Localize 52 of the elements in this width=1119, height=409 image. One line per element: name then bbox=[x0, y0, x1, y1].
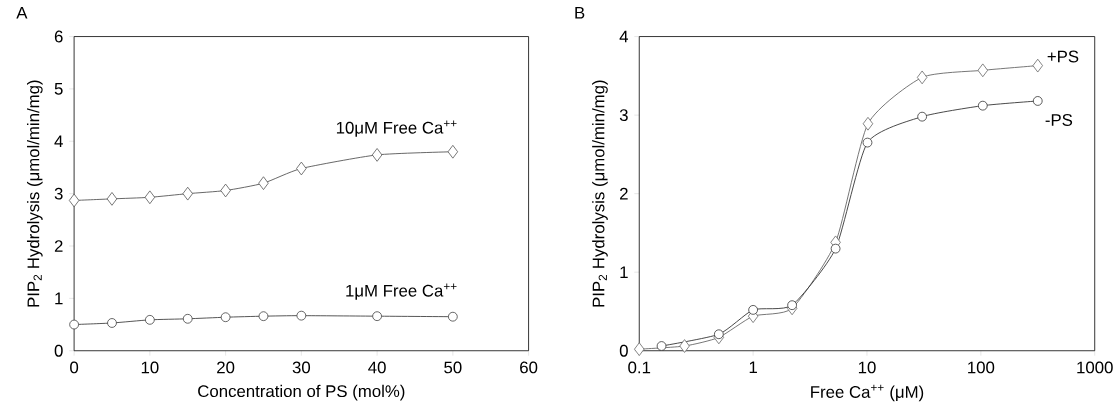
x-tick-label: 1000 bbox=[1077, 361, 1113, 374]
x-tick-label: 30 bbox=[292, 361, 311, 374]
x-tick-label: 0 bbox=[70, 361, 79, 374]
y-tick-label: 1 bbox=[55, 292, 63, 305]
y-tick-label: 1 bbox=[620, 266, 628, 278]
series-label: +PS bbox=[1047, 50, 1079, 63]
point bbox=[448, 311, 458, 322]
series-label: -PS bbox=[1045, 113, 1073, 126]
y-tick-label: 6 bbox=[54, 30, 63, 43]
y-tick-label: 4 bbox=[619, 30, 629, 43]
y-tick-label: 0 bbox=[54, 344, 63, 357]
series-label: 1μM Free Ca$^{++}$ bbox=[346, 283, 457, 300]
y-tick-label: 3 bbox=[619, 109, 628, 122]
chart-title: B bbox=[575, 6, 585, 19]
point bbox=[182, 313, 193, 324]
y-tick-label: 4 bbox=[54, 135, 63, 148]
point bbox=[372, 311, 382, 322]
point bbox=[258, 176, 269, 190]
point bbox=[69, 319, 79, 330]
point bbox=[296, 161, 307, 176]
point bbox=[182, 186, 193, 201]
point bbox=[145, 314, 155, 325]
x-tick-label: 50 bbox=[444, 361, 462, 374]
point bbox=[144, 190, 156, 205]
point bbox=[220, 312, 231, 323]
point bbox=[371, 148, 383, 162]
x-axis-title: Concentration of PS (mol%) bbox=[198, 384, 405, 401]
point bbox=[296, 310, 307, 321]
x-tick-label: 10 bbox=[858, 361, 876, 374]
y-axis-title: PIP$_{2}$ Hydrolysis (μmol/min/mg) bbox=[592, 80, 608, 307]
chart-title: A bbox=[16, 6, 28, 19]
y-tick-label: 2 bbox=[620, 187, 628, 200]
point bbox=[220, 183, 231, 198]
x-axis-title: Free Ca$^{++}$ (μM) bbox=[811, 384, 924, 402]
series-label: 10μM Free Ca$^{++}$ bbox=[336, 120, 457, 137]
x-tick-label: 20 bbox=[217, 361, 235, 374]
y-tick-label: 0 bbox=[619, 344, 628, 357]
point bbox=[258, 311, 269, 322]
y-tick-label: 5 bbox=[54, 83, 63, 95]
point bbox=[68, 193, 80, 208]
point bbox=[106, 192, 118, 206]
point bbox=[107, 318, 117, 328]
x-tick-label: 10 bbox=[141, 361, 159, 374]
y-tick-label: 3 bbox=[54, 187, 63, 200]
x-tick-label: 40 bbox=[368, 361, 386, 374]
y-axis-title: PIP$_{2}$ Hydrolysis (μmol/min/mg) bbox=[26, 80, 43, 307]
x-tick-label: 100 bbox=[968, 361, 995, 374]
x-tick-label: 1 bbox=[749, 361, 757, 374]
x-tick-label: 60 bbox=[520, 361, 538, 374]
y-tick-label: 2 bbox=[54, 240, 63, 252]
point bbox=[447, 144, 459, 159]
x-tick-label: 0.1 bbox=[628, 361, 651, 374]
